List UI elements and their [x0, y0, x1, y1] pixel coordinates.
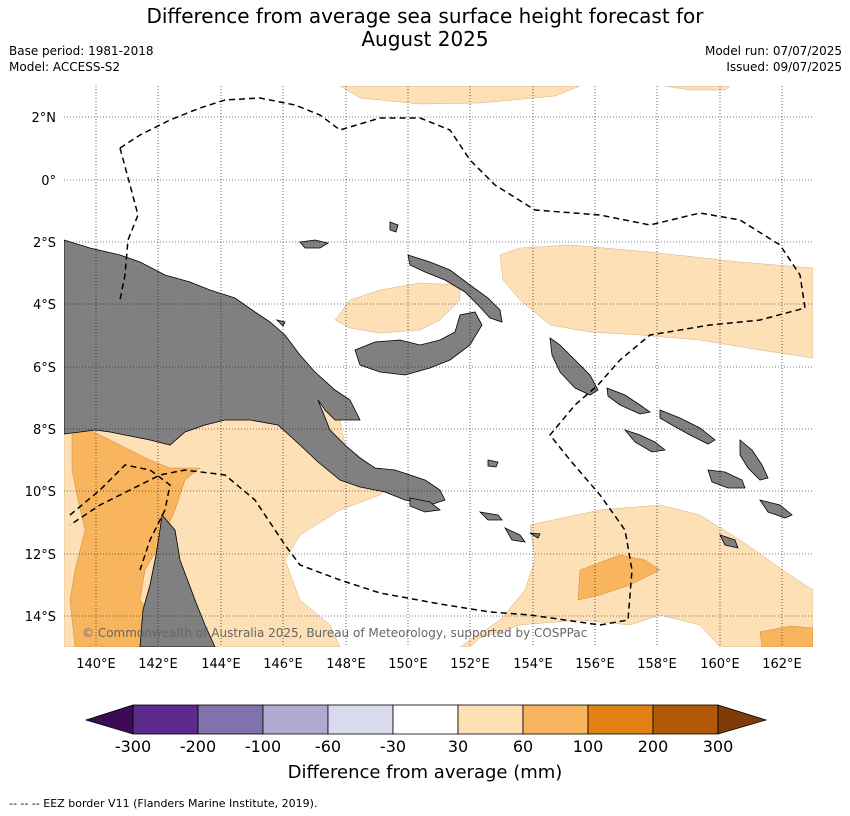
cape-york — [139, 514, 216, 647]
lon-label: 146°E — [263, 657, 303, 672]
lon-label: 160°E — [700, 657, 740, 672]
small-island-3 — [487, 459, 499, 468]
lon-label: 162°E — [762, 657, 802, 672]
colorbar-tick: -100 — [245, 737, 281, 756]
solomon-islands-2 — [659, 409, 716, 445]
lon-label: 158°E — [637, 657, 677, 672]
copyright-text: © Commonwealth of Australia 2025, Bureau… — [82, 626, 587, 640]
lon-label: 152°E — [450, 657, 490, 672]
lat-label: 14°S — [25, 610, 56, 625]
map-title-line2: August 2025 — [361, 27, 489, 51]
new-ireland — [407, 254, 503, 323]
colorbar-bin — [327, 704, 394, 735]
gridlines — [64, 86, 813, 647]
lat-label: 6°S — [33, 361, 56, 376]
colorbar-bin — [522, 704, 589, 735]
new-guinea — [64, 239, 446, 506]
eez-border — [69, 97, 806, 626]
louisiade-2 — [504, 527, 526, 543]
base-period: Base period: 1981-2018 — [9, 44, 154, 58]
louisiade-1 — [478, 511, 503, 521]
model-name: Model: ACCESS-S2 — [9, 60, 121, 74]
meta-left: Base period: 1981-2018 Model: ACCESS-S2 — [9, 43, 154, 75]
lon-label: 150°E — [388, 657, 428, 672]
bougainville — [549, 337, 599, 396]
colorbar-bin — [132, 704, 199, 735]
vanuatu-2 — [719, 534, 739, 549]
lat-label: 12°S — [25, 548, 56, 563]
lat-label: 4°S — [33, 298, 56, 313]
solomon-islands-4 — [739, 439, 769, 481]
colorbar-tick: 300 — [703, 737, 734, 756]
colorbar-bin — [652, 704, 719, 735]
colorbar-bin — [457, 704, 524, 735]
dentrecasteaux — [409, 497, 441, 513]
small-island-1 — [389, 221, 399, 233]
lon-label: 142°E — [138, 657, 178, 672]
colorbar-tick: 100 — [573, 737, 604, 756]
lon-label: 156°E — [575, 657, 615, 672]
colorbar-title: Difference from average (mm) — [287, 762, 563, 783]
anomaly-60-100 — [69, 429, 813, 647]
lon-label: 144°E — [201, 657, 241, 672]
louisiade-3 — [529, 532, 541, 539]
colorbar-bin — [197, 704, 264, 735]
lat-label: 8°S — [33, 423, 56, 438]
lat-label: 10°S — [25, 485, 56, 500]
issued-date: Issued: 09/07/2025 — [726, 60, 842, 74]
colorbar-tick: 200 — [638, 737, 669, 756]
colorbar-cap-high — [717, 704, 768, 735]
solomon-islands-1 — [606, 387, 651, 415]
lon-label: 154°E — [513, 657, 553, 672]
colorbar-cap-low — [84, 704, 134, 735]
map-canvas: © Commonwealth of Australia 2025, Bureau… — [25, 86, 813, 672]
colorbar-tick: -30 — [380, 737, 406, 756]
colorbar: -300 -200 -100 -60 -30 30 60 100 200 300 — [84, 704, 768, 756]
meta-right: Model run: 07/07/2025 Issued: 09/07/2025 — [705, 43, 842, 75]
colorbar-tick: 30 — [448, 737, 468, 756]
new-britain — [354, 311, 483, 376]
colorbar-bin — [587, 704, 654, 735]
map-title-line1: Difference from average sea surface heig… — [146, 4, 704, 28]
solomon-islands-5 — [707, 469, 746, 489]
land — [64, 221, 793, 647]
lat-label: 0° — [41, 174, 56, 189]
lat-label: 2°N — [32, 111, 57, 126]
colorbar-tick: -60 — [315, 737, 341, 756]
eez-footnote: -- -- -- EEZ border V11 (Flanders Marine… — [9, 797, 318, 810]
lon-label: 148°E — [326, 657, 366, 672]
colorbar-bin — [262, 704, 329, 735]
model-run: Model run: 07/07/2025 — [704, 44, 842, 58]
lat-label: 2°S — [33, 236, 56, 251]
lon-label: 140°E — [76, 657, 116, 672]
vanuatu-1 — [759, 499, 793, 519]
colorbar-tick: 60 — [513, 737, 533, 756]
small-island-2 — [275, 319, 286, 327]
colorbar-tick: -200 — [180, 737, 216, 756]
colorbar-tick: -300 — [115, 737, 151, 756]
colorbar-bin — [392, 704, 459, 735]
solomon-islands-3 — [623, 429, 666, 453]
